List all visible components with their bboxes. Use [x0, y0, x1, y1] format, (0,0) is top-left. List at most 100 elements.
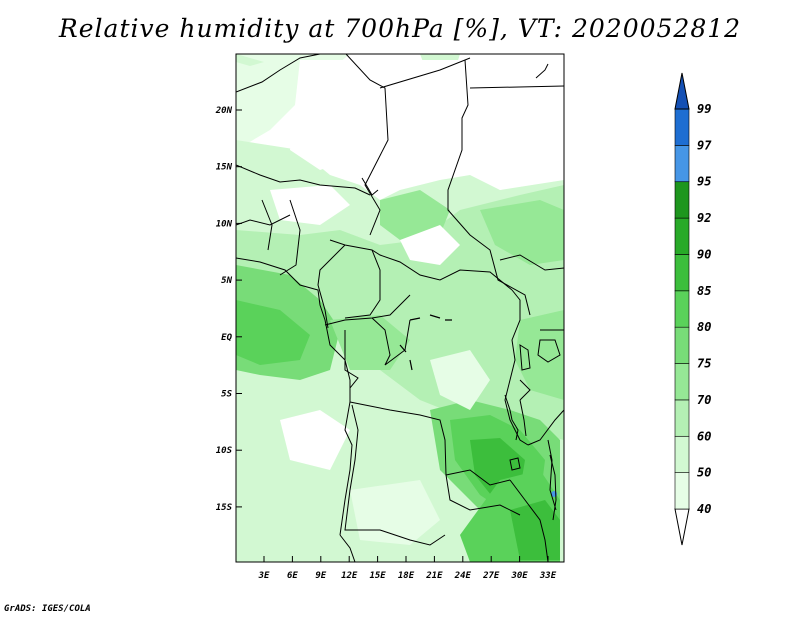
lat-label: 5S	[221, 390, 232, 400]
lake	[537, 339, 561, 363]
colorbar-swatch	[674, 363, 690, 401]
border-line	[279, 199, 301, 276]
colorbar-label: 70	[697, 393, 711, 407]
rh-gap	[280, 410, 350, 470]
lat-label: 20N	[215, 106, 233, 116]
river	[399, 344, 413, 371]
colorbar-swatch	[674, 399, 690, 437]
border-line	[236, 214, 291, 226]
country-borders	[236, 54, 564, 562]
border-line	[509, 479, 549, 562]
border-line	[349, 401, 521, 516]
lon-label: 24E	[454, 571, 472, 581]
border-line	[236, 54, 321, 93]
border-line	[519, 379, 531, 401]
colorbar-label: 97	[697, 138, 712, 152]
border-line	[344, 330, 359, 389]
colorbar-label: 40	[697, 502, 711, 516]
border-line	[371, 317, 411, 366]
colorbar-label: 99	[697, 102, 711, 116]
rh-region	[236, 54, 264, 66]
lon-label: 9E	[315, 571, 326, 581]
colorbar-low-arrow	[674, 508, 690, 546]
rh-region	[480, 200, 564, 265]
credit-label: GrADS: IGES/COLA	[4, 604, 91, 614]
lake	[509, 457, 521, 471]
map-title: Relative humidity at 700hPa [%], VT: 202…	[58, 14, 742, 43]
colorbar-swatch	[674, 254, 690, 292]
lon-label: 33E	[539, 571, 557, 581]
lat-label: 5N	[221, 276, 232, 286]
coastline	[236, 257, 353, 536]
colorbar-swatch	[674, 145, 690, 183]
lat-label: 10S	[216, 446, 233, 456]
colorbar-label: 60	[697, 429, 711, 443]
border-line	[344, 249, 381, 319]
rh-region	[236, 300, 310, 365]
border-line	[344, 404, 446, 546]
border-line	[345, 54, 389, 236]
map-frame	[235, 53, 565, 563]
border-line	[317, 244, 346, 329]
lake	[519, 399, 527, 437]
colorbar-swatch	[674, 290, 690, 328]
rh-region	[510, 500, 560, 560]
colorbar-label: 85	[697, 284, 711, 298]
rh-gap	[430, 350, 490, 410]
border-line	[339, 534, 356, 562]
lon-label: 18E	[398, 571, 415, 581]
lon-label: 15E	[369, 571, 386, 581]
colorbar-swatch	[674, 217, 690, 255]
rh-gap	[470, 80, 564, 190]
lon-label: 6E	[287, 571, 298, 581]
rh-gap	[400, 225, 460, 265]
border-line	[261, 199, 273, 251]
river	[409, 314, 452, 321]
border-line	[236, 164, 371, 196]
colorbar-swatch	[674, 108, 690, 146]
border-line	[329, 239, 513, 291]
lon-label: 30E	[510, 571, 528, 581]
river	[535, 63, 549, 79]
lon-label: 3E	[258, 571, 270, 581]
colorbar: 40 50 60 70 75 80 85 90 92 95 97 99	[674, 72, 712, 546]
colorbar-swatch	[674, 181, 690, 219]
lake	[519, 344, 531, 371]
lon-label: 12E	[341, 571, 358, 581]
colorbar-swatch	[674, 472, 690, 510]
lat-axis: 20N 15N 10N 5N EQ 5S 10S 15S	[215, 106, 242, 513]
lat-label: 10N	[216, 219, 233, 229]
border-line	[324, 294, 411, 326]
border-line	[447, 59, 531, 316]
border-line	[445, 469, 511, 486]
lon-axis: 3E 6E 9E 12E 15E 18E 21E 24E 27E 30E 33E	[258, 556, 557, 581]
lat-label: 15S	[216, 503, 233, 513]
border-line	[504, 289, 529, 446]
colorbar-label: 90	[697, 247, 711, 261]
lat-label: 15N	[216, 163, 233, 173]
border-line	[527, 409, 564, 446]
rh-gap	[290, 60, 380, 170]
colorbar-swatch	[674, 326, 690, 364]
lake	[504, 394, 519, 441]
colorbar-swatch	[674, 435, 690, 473]
rh-gap	[385, 60, 470, 180]
lon-label: 21E	[425, 571, 443, 581]
lon-label: 27E	[482, 571, 500, 581]
colorbar-label: 75	[697, 357, 711, 371]
border-line	[379, 57, 471, 89]
river	[361, 177, 379, 196]
rh-region	[380, 190, 450, 240]
border-line	[499, 254, 564, 271]
rh-gap	[350, 480, 440, 545]
colorbar-label: 92	[697, 211, 711, 225]
lat-label: EQ	[221, 333, 232, 343]
border-line	[547, 439, 557, 511]
rh-region	[330, 315, 410, 370]
humidity-field	[236, 54, 564, 562]
colorbar-high-arrow	[674, 72, 690, 110]
lake	[549, 454, 557, 521]
colorbar-label: 80	[697, 320, 711, 334]
border-line	[469, 85, 564, 89]
